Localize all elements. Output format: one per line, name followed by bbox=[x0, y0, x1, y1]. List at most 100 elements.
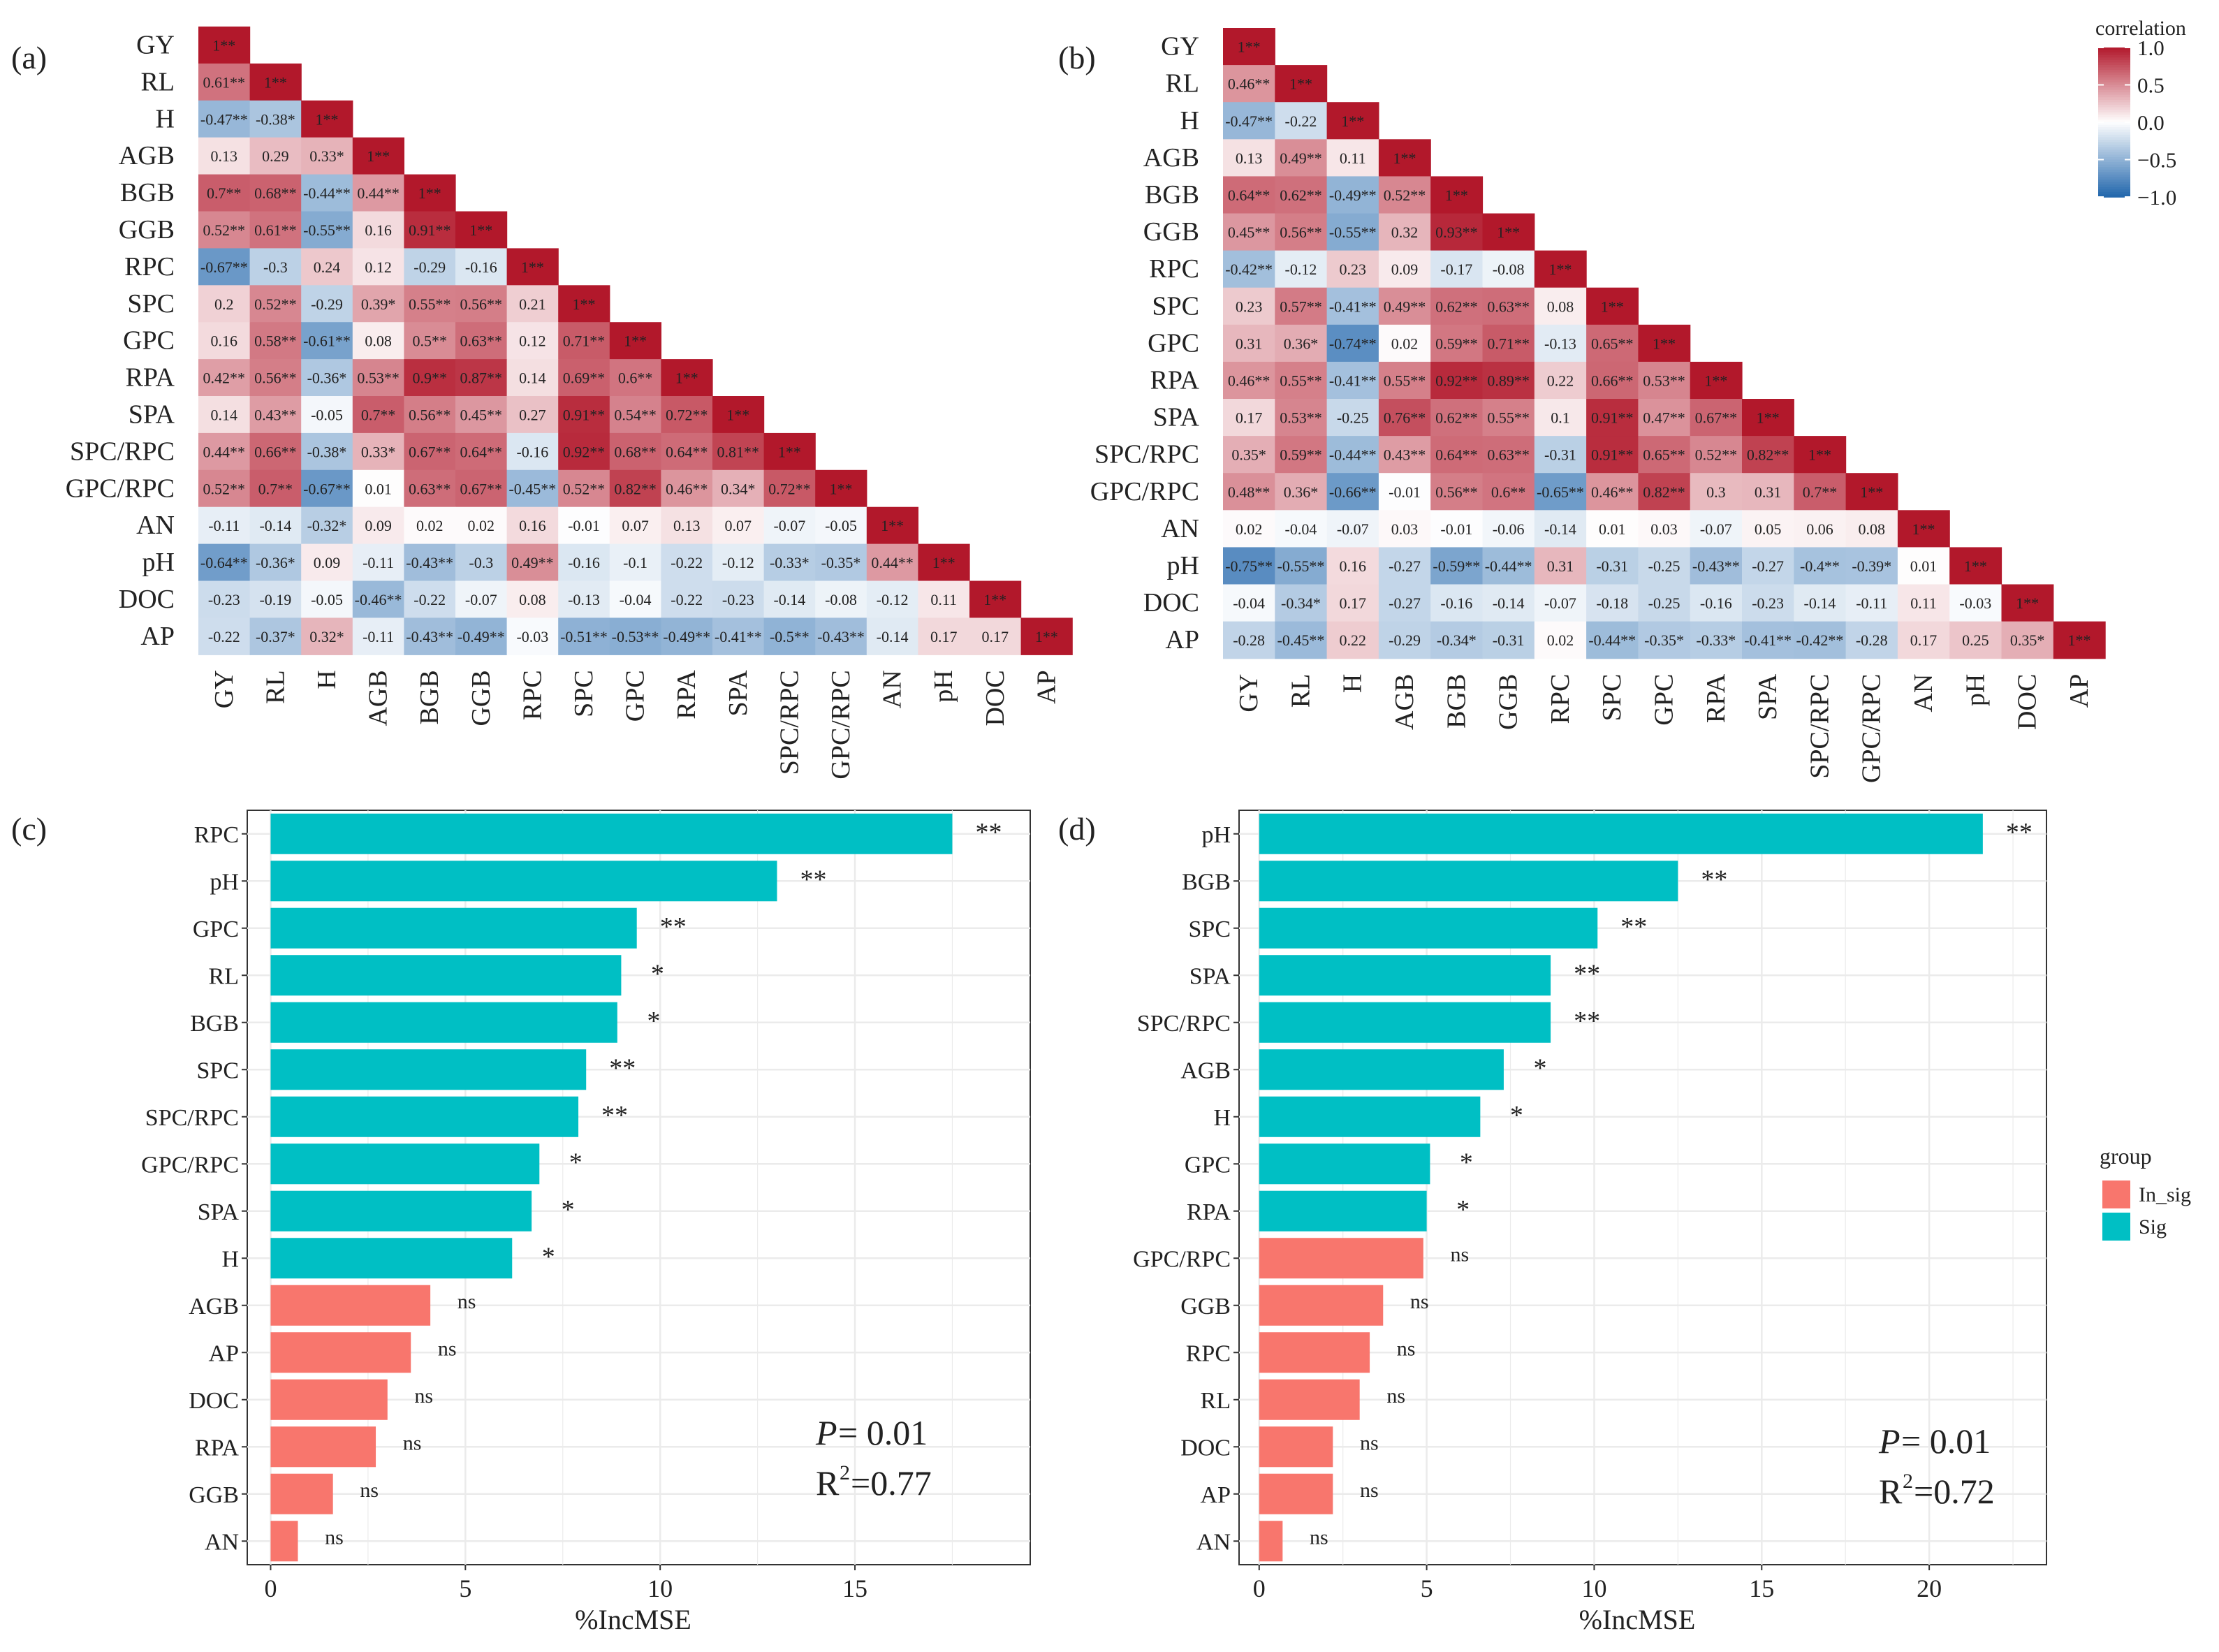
cell-label: 1** bbox=[1601, 298, 1624, 315]
cell-label: 0.12 bbox=[519, 332, 546, 350]
heatmap-cell bbox=[301, 211, 353, 249]
significance-mark: ns bbox=[1386, 1384, 1405, 1408]
bar bbox=[1259, 1521, 1283, 1562]
heatmap-cell bbox=[301, 506, 353, 545]
heatmap-cell bbox=[198, 27, 251, 64]
cell-label: -0.4** bbox=[1800, 557, 1840, 575]
cell-label: -0.42** bbox=[1225, 261, 1273, 278]
column-label: GY bbox=[210, 670, 239, 708]
cell-label: 0.63** bbox=[1487, 298, 1530, 315]
bar bbox=[270, 1096, 579, 1137]
legend-color-step bbox=[2098, 127, 2130, 131]
legend-tick-label: 0.5 bbox=[2137, 73, 2165, 98]
legend-color-step bbox=[2098, 149, 2130, 153]
significance-mark: ns bbox=[457, 1290, 476, 1313]
heatmap-cell bbox=[1223, 250, 1275, 288]
cell-label: 0.16 bbox=[1340, 557, 1367, 575]
heatmap-cell bbox=[455, 248, 508, 286]
heatmap-cell bbox=[352, 543, 404, 582]
cell-label: -0.05 bbox=[311, 591, 343, 608]
cell-label: -0.74** bbox=[1329, 335, 1377, 352]
heatmap-cell bbox=[1742, 547, 1794, 585]
panel-label: (b) bbox=[1058, 40, 1096, 75]
heatmap-cell bbox=[1638, 361, 1691, 400]
heatmap-cell bbox=[1534, 436, 1587, 474]
heatmap-cell bbox=[249, 469, 302, 508]
legend-color-step bbox=[2098, 99, 2130, 103]
heatmap-cell bbox=[866, 617, 918, 655]
cell-label: 0.11 bbox=[930, 591, 957, 608]
legend-color-step bbox=[2098, 142, 2130, 145]
heatmap-cell bbox=[1326, 584, 1379, 622]
heatmap-cell bbox=[301, 396, 353, 434]
cell-label: 1** bbox=[1704, 372, 1727, 389]
cell-label: -0.33* bbox=[770, 554, 810, 571]
heatmap-cell bbox=[558, 322, 610, 360]
category-label: H bbox=[221, 1246, 239, 1272]
cell-label: 0.64** bbox=[460, 443, 503, 460]
cell-label: -0.43** bbox=[817, 628, 865, 645]
category-label: SPA bbox=[198, 1199, 240, 1225]
heatmap-cell bbox=[506, 543, 559, 582]
cell-label: -0.05 bbox=[825, 517, 857, 534]
cell-label: -0.19 bbox=[259, 591, 291, 608]
category-label: AP bbox=[209, 1340, 239, 1366]
cell-label: 0.91** bbox=[409, 221, 451, 239]
x-tick-label: 15 bbox=[1749, 1574, 1774, 1602]
cell-label: -0.05 bbox=[311, 406, 343, 423]
heatmap-cell bbox=[1223, 361, 1275, 400]
r2-label: R bbox=[816, 1463, 840, 1503]
cell-label: 0.66** bbox=[1591, 372, 1634, 389]
significance-mark: ** bbox=[609, 1053, 636, 1083]
heatmap-cell bbox=[1430, 324, 1484, 363]
heatmap-cell bbox=[969, 580, 1022, 618]
heatmap-cell bbox=[866, 506, 918, 545]
heatmap-cell bbox=[198, 506, 251, 545]
heatmap-cell bbox=[1326, 436, 1379, 474]
cell-label: -0.12 bbox=[722, 554, 754, 571]
cell-label: 0.6** bbox=[1491, 483, 1526, 501]
legend-color-step bbox=[2098, 72, 2130, 76]
cell-label: -0.41** bbox=[715, 628, 762, 645]
significance-mark: ns bbox=[1397, 1337, 1416, 1360]
cell-label: -0.65** bbox=[1537, 483, 1584, 501]
heatmap-cell bbox=[1326, 213, 1379, 251]
heatmap-cell bbox=[1586, 621, 1639, 659]
heatmap-cell bbox=[763, 432, 816, 471]
heatmap-cell bbox=[1430, 399, 1484, 437]
heatmap-cell bbox=[1586, 584, 1639, 622]
cell-label: 1** bbox=[1289, 75, 1312, 93]
heatmap-cell bbox=[558, 580, 610, 618]
cell-label: -0.3 bbox=[469, 554, 493, 571]
cell-label: 0.91** bbox=[1591, 446, 1634, 464]
cell-label: -0.07 bbox=[1337, 520, 1369, 538]
x-tick-label: 5 bbox=[1421, 1574, 1433, 1602]
heatmap-cell bbox=[1482, 510, 1535, 548]
heatmap-cell bbox=[1742, 621, 1794, 659]
category-label: RPC bbox=[194, 822, 239, 848]
cell-label: 0.67** bbox=[460, 480, 503, 497]
bar bbox=[1259, 1190, 1427, 1231]
heatmap-cell bbox=[1378, 361, 1431, 400]
row-label: AGB bbox=[119, 141, 175, 170]
legend-color-step bbox=[2098, 174, 2130, 178]
bar bbox=[270, 955, 622, 996]
category-label: AP bbox=[1201, 1482, 1231, 1508]
heatmap-cell bbox=[1534, 399, 1587, 437]
cell-label: -0.44** bbox=[1329, 446, 1377, 464]
x-tick-label: 0 bbox=[264, 1574, 277, 1602]
row-label: AN bbox=[1161, 514, 1199, 543]
cell-label: -0.11 bbox=[362, 554, 394, 571]
heatmap-cell bbox=[1223, 28, 1275, 66]
legend-color-step bbox=[2098, 107, 2130, 110]
significance-mark: * bbox=[651, 959, 664, 988]
bar bbox=[270, 1049, 587, 1090]
heatmap-cell bbox=[301, 137, 353, 175]
cell-label: 0.45** bbox=[1228, 224, 1270, 241]
heatmap-cell bbox=[815, 543, 867, 582]
bar bbox=[1259, 861, 1678, 902]
cell-label: -0.28 bbox=[1856, 631, 1888, 649]
row-label: GGB bbox=[119, 215, 175, 244]
heatmap-cell bbox=[1690, 547, 1743, 585]
